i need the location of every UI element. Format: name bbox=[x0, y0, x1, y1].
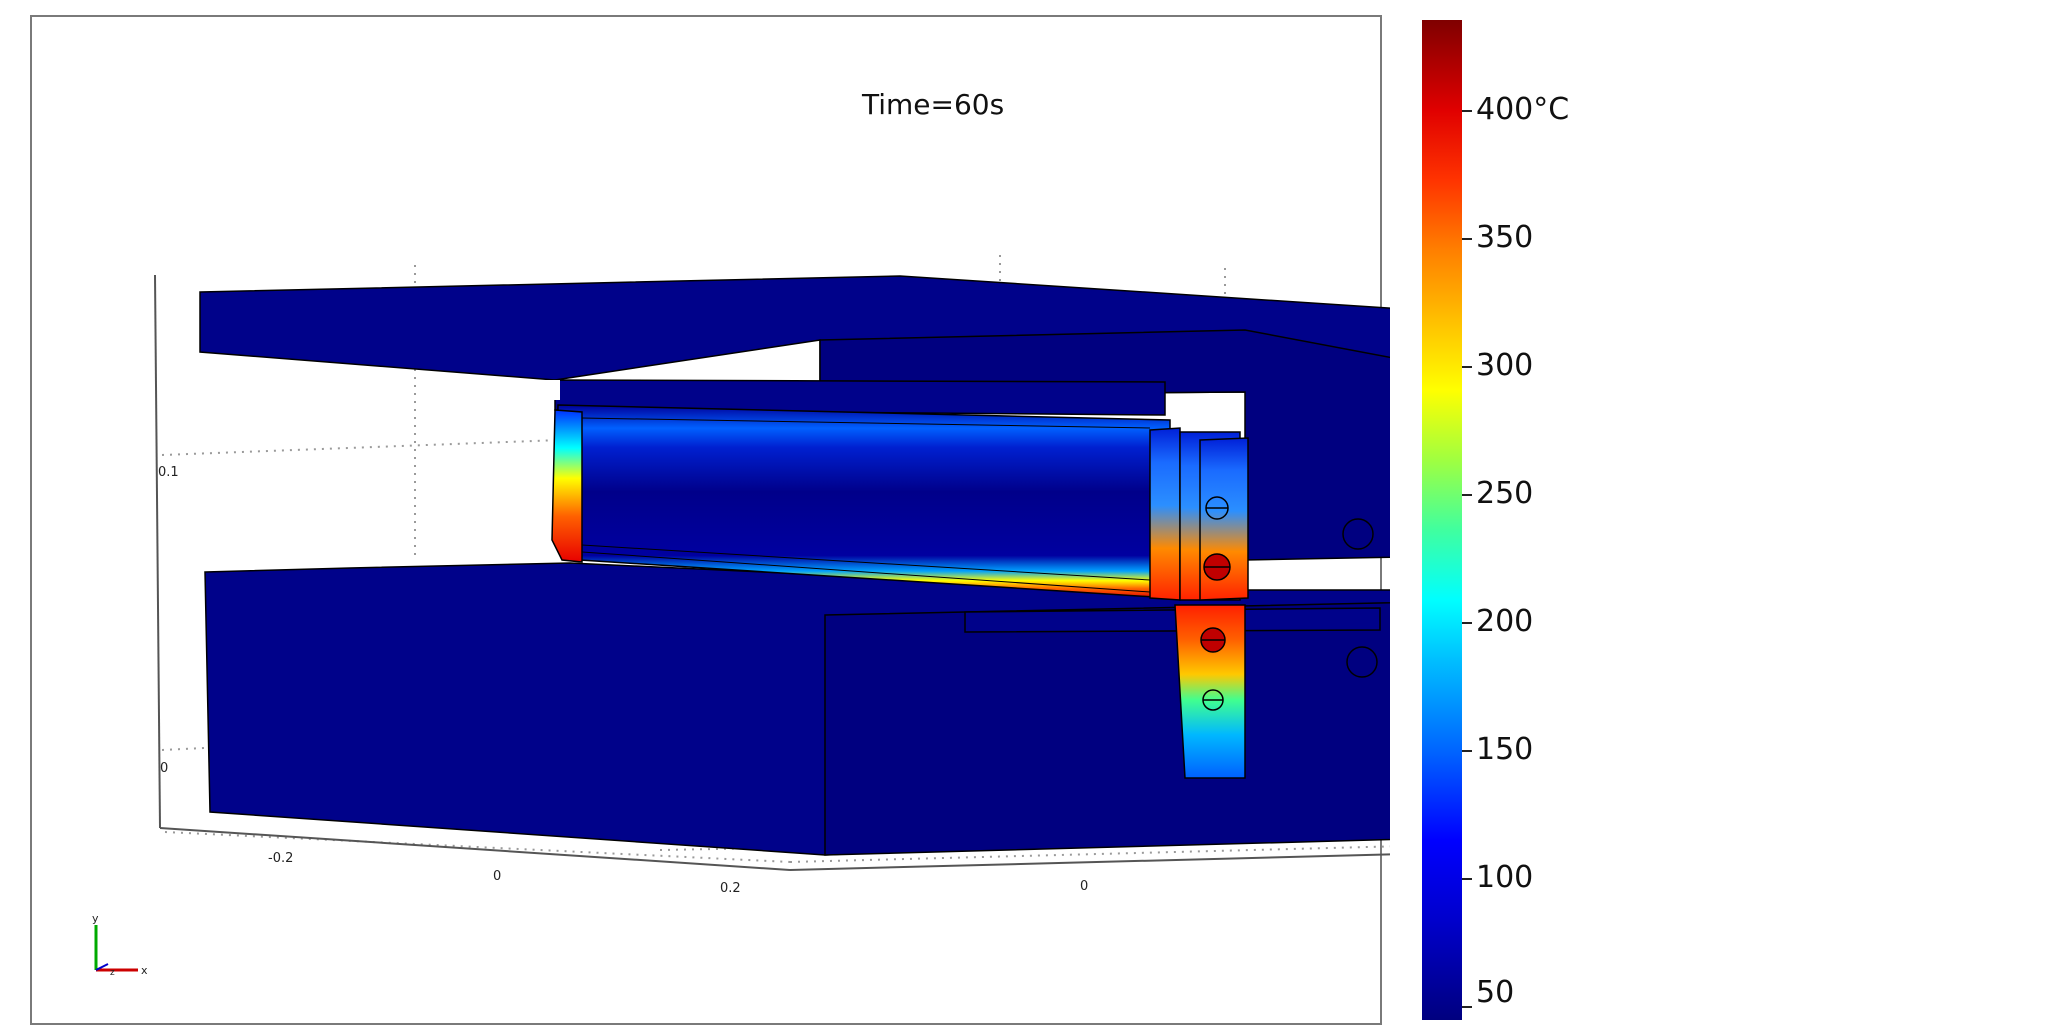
colorbar-tick bbox=[1462, 622, 1472, 624]
temperature-colorbar bbox=[1422, 20, 1462, 1020]
colorbar-tick bbox=[1462, 238, 1472, 240]
lower-slab bbox=[204, 562, 1390, 856]
colorbar-tick bbox=[1462, 110, 1472, 112]
colorbar-tick bbox=[1462, 878, 1472, 880]
colorbar-label-300: 300 bbox=[1476, 348, 1534, 383]
colorbar-label-150: 150 bbox=[1476, 732, 1534, 767]
colorbar-label-400: 400°C bbox=[1476, 92, 1570, 127]
axis-lines bbox=[154, 274, 1390, 871]
triad-y-label: y bbox=[92, 912, 99, 925]
triad-z-label: z bbox=[110, 968, 115, 978]
x-tick-label: 0.2 bbox=[720, 881, 741, 896]
plot-title: Time=60s bbox=[862, 88, 1005, 121]
x-tick-label: -0.2 bbox=[268, 851, 293, 866]
colorbar-label-250: 250 bbox=[1476, 476, 1534, 511]
colorbar-label-50: 50 bbox=[1476, 975, 1515, 1010]
bolt-holes bbox=[1342, 518, 1378, 678]
colorbar-label-100: 100 bbox=[1476, 860, 1534, 895]
heated-tube bbox=[551, 404, 1171, 599]
z-tick-label: 0 bbox=[1080, 879, 1088, 894]
axes-triad: y x z bbox=[92, 912, 148, 978]
upper-support-block bbox=[1149, 427, 1249, 601]
triad-x-label: x bbox=[141, 964, 148, 977]
colorbar-tick bbox=[1462, 750, 1472, 752]
colorbar-tick bbox=[1462, 1006, 1472, 1008]
y-tick-label: 0 bbox=[160, 761, 168, 776]
colorbar-label-200: 200 bbox=[1476, 604, 1534, 639]
colorbar-tick bbox=[1462, 366, 1472, 368]
x-tick-label: 0 bbox=[493, 869, 501, 884]
colorbar-tick bbox=[1462, 494, 1472, 496]
colorbar-label-350: 350 bbox=[1476, 220, 1534, 255]
lower-support-block bbox=[1174, 604, 1246, 779]
y-tick-label: 0.1 bbox=[158, 465, 179, 480]
3d-temperature-scene: 0.1 0 -0.2 0 0.2 0 y x z bbox=[92, 255, 1390, 978]
